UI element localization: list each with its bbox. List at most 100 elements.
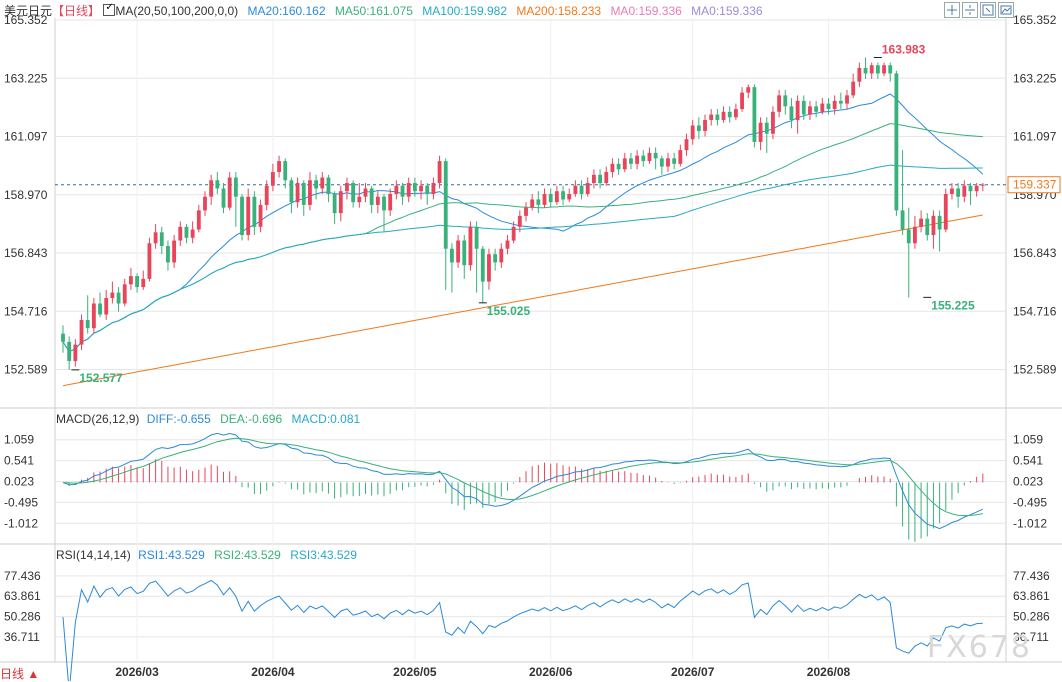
candle-body (277, 161, 281, 173)
period-tag[interactable]: 【日线】 (52, 4, 101, 18)
candle-body (690, 125, 695, 140)
candle-body (579, 185, 584, 194)
candle-body (308, 180, 312, 205)
macd-diff-line (62, 432, 984, 530)
candle-body (820, 103, 825, 112)
candle-body (672, 158, 677, 164)
candle-body (950, 188, 954, 194)
price-y-tick-left: 163.225 (4, 71, 48, 85)
candle-body (227, 177, 232, 208)
x-tick-label: 2026/07 (671, 665, 715, 679)
candle-body (184, 226, 189, 238)
candle-body (375, 196, 380, 205)
price-y-tick-left: 154.716 (4, 304, 48, 318)
macd-title: MACD(26,12,9) (56, 412, 140, 426)
candle-body (394, 185, 399, 194)
price-y-tick-right: 163.225 (1013, 71, 1057, 85)
candle-body (289, 180, 294, 203)
candle-body (443, 161, 448, 249)
price-y-tick-right: 154.716 (1013, 304, 1057, 318)
period-button[interactable]: 日线 ▲ (0, 667, 40, 681)
candle-body (357, 196, 362, 203)
macd-y-tick-right: -1.012 (1013, 516, 1047, 530)
candle-body (801, 100, 806, 115)
x-tick-label: 2026/06 (529, 665, 573, 679)
last-price-tag: 159.337 (1013, 178, 1057, 192)
candle-body (203, 196, 207, 211)
candle-body (270, 172, 275, 186)
candle-body (499, 248, 504, 263)
candle-body (67, 341, 72, 362)
candle-body (746, 87, 751, 93)
candle-body (419, 185, 423, 192)
candle-body (215, 180, 220, 189)
zoom-in-icon[interactable] (944, 2, 960, 18)
candle-body (851, 81, 856, 96)
candle-body (79, 319, 84, 345)
candle-body (425, 185, 430, 194)
candle-body (943, 193, 948, 230)
candle-body (937, 215, 942, 230)
candle-body (400, 185, 405, 197)
candle-body (412, 183, 417, 192)
ma-checkbox-icon[interactable]: ✓ (103, 2, 116, 16)
candle-body (974, 185, 979, 192)
candle-body (258, 204, 263, 227)
candle-body (135, 276, 139, 288)
candle-body (573, 185, 578, 194)
candle-body (845, 95, 849, 104)
candle-body (888, 65, 893, 74)
grid-lines (0, 18, 1062, 663)
candle-body (641, 155, 646, 162)
candle-body (98, 303, 102, 315)
candle-body (524, 207, 528, 216)
candle-body (233, 177, 238, 197)
candle-body (456, 240, 461, 263)
ma-settings-label[interactable]: MA(20,50,100,200,0,0) (115, 4, 239, 18)
candle-body (838, 100, 843, 104)
candle-body (980, 184, 985, 186)
rsi-y-tick-left: 36.711 (4, 630, 40, 644)
candle-body (530, 199, 535, 208)
candle-body (505, 240, 510, 249)
candle-body (808, 106, 812, 115)
price-y-tick-left: 152.589 (4, 363, 48, 377)
ma200-value: MA200:158.233 (516, 4, 602, 18)
candle-body (493, 254, 498, 263)
candle-body (795, 100, 800, 121)
moving-average-lines (62, 93, 984, 387)
candle-body (567, 193, 572, 200)
candle-body (314, 180, 319, 189)
macd-y-tick-right: 1.059 (1013, 433, 1043, 447)
candle-body (764, 122, 769, 134)
candle-body (721, 111, 726, 121)
zoom-out-icon[interactable] (962, 2, 978, 18)
candle-body (962, 185, 967, 197)
candle-body (406, 183, 411, 197)
candle-body (585, 183, 590, 194)
candle-body (517, 215, 522, 227)
candle-body (536, 199, 541, 205)
candle-body (345, 183, 349, 192)
candle-body (752, 87, 757, 142)
candle-body (696, 125, 701, 131)
x-tick-label: 2026/03 (115, 665, 159, 679)
fit-icon[interactable] (980, 2, 996, 18)
candle-body (925, 218, 930, 236)
candle-body (542, 193, 547, 205)
rsi-panel (62, 579, 983, 681)
candle-body (332, 193, 337, 214)
macd-panel (62, 432, 984, 542)
candle-body (913, 226, 917, 244)
candle-body (789, 106, 794, 121)
candle-body (172, 240, 177, 263)
candlestick-series (61, 57, 985, 370)
macd-y-tick-right: -0.495 (1013, 495, 1047, 509)
candle-body (326, 177, 331, 194)
candle-body (659, 158, 664, 167)
candle-body (166, 246, 170, 263)
candle-body (832, 100, 837, 110)
screenshot-icon[interactable] (998, 2, 1014, 18)
macd-y-tick-left: 1.059 (4, 433, 34, 447)
